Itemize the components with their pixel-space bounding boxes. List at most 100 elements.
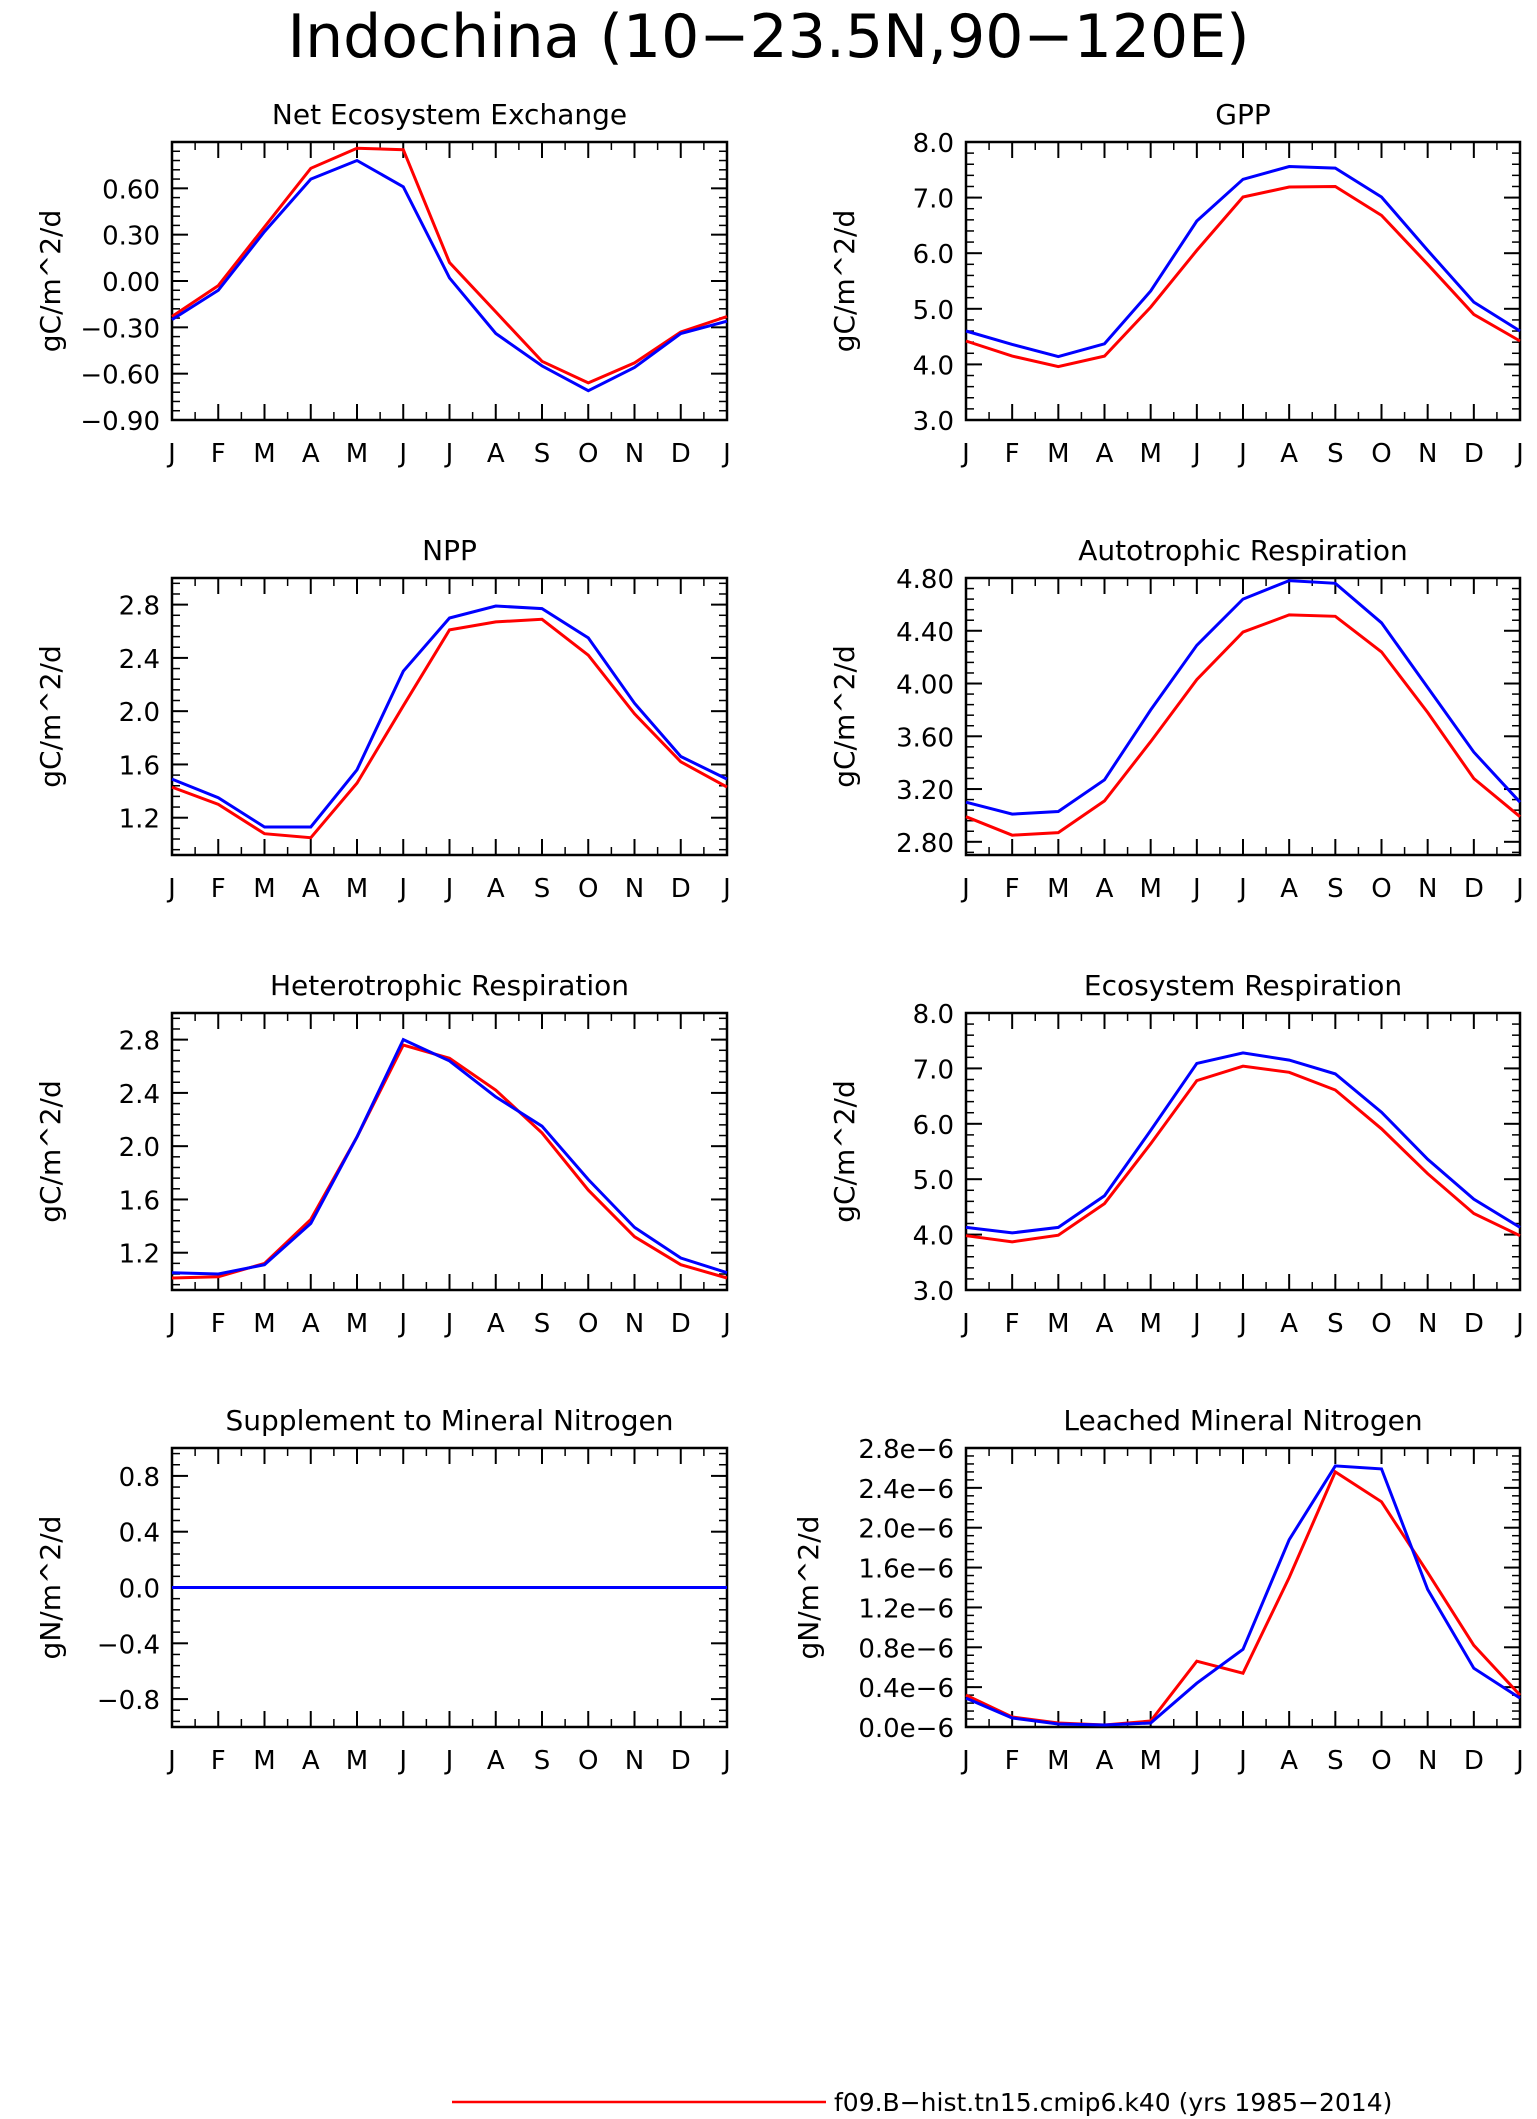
panel-title: Net Ecosystem Exchange (272, 98, 627, 131)
panel-title: Ecosystem Respiration (1084, 969, 1402, 1002)
y-tick-label: 1.2e−6 (858, 1594, 954, 1624)
y-tick-label: 0.00 (102, 268, 160, 298)
x-tick-label: D (1464, 1309, 1484, 1339)
x-tick-label: A (302, 874, 320, 904)
y-tick-label: 5.0 (913, 296, 954, 326)
y-tick-label: 3.60 (896, 723, 954, 753)
panel-title: GPP (1215, 98, 1270, 131)
x-tick-label: S (534, 1746, 551, 1776)
y-tick-label: 0.60 (102, 175, 160, 205)
x-tick-label: J (444, 874, 454, 904)
panel-title: NPP (422, 534, 477, 567)
series-line-blue (965, 579, 1522, 816)
x-tick-label: O (578, 1746, 598, 1776)
chart-panel-6: J F M A M J J A S O N D J−0.8−0.40.00.40.8Supplement… (34, 1404, 731, 1776)
y-tick-label: 7.0 (913, 1055, 954, 1085)
y-tick-label: 8.0 (913, 1000, 954, 1030)
x-tick-label: S (1327, 1309, 1344, 1339)
y-tick-label: 2.4e−6 (858, 1475, 954, 1505)
x-tick-label: A (487, 1309, 505, 1339)
x-tick-label: M (1139, 439, 1161, 469)
x-tick-label: N (1418, 1746, 1437, 1776)
y-tick-label: 2.8 (119, 592, 160, 622)
x-tick-label: M (1047, 1309, 1069, 1339)
x-tick-label: N (1418, 439, 1437, 469)
x-tick-label: J (1237, 439, 1247, 469)
y-axis-label: gC/m^2/d (34, 210, 67, 353)
y-tick-label: 1.2 (119, 805, 160, 835)
y-tick-label: 4.0 (913, 1222, 954, 1252)
y-tick-label: 7.0 (913, 185, 954, 215)
y-axis-label: gN/m^2/d (792, 1516, 825, 1660)
x-tick-label: D (1464, 439, 1484, 469)
x-tick-label: J (1514, 1746, 1524, 1776)
y-tick-label: 0.4e−6 (858, 1674, 954, 1704)
legend-label: f09.B−hist.tn15.cmip6.k40 (yrs 1985−2014… (834, 2088, 1392, 2117)
x-tick-label: M (1139, 1309, 1161, 1339)
y-axis-label: gC/m^2/d (34, 645, 67, 788)
x-tick-label: J (1514, 439, 1524, 469)
y-tick-label: 0.0 (119, 1575, 160, 1605)
y-tick-label: 1.6e−6 (858, 1555, 954, 1585)
x-tick-label: D (671, 1746, 691, 1776)
y-tick-label: 2.0e−6 (858, 1515, 954, 1545)
x-tick-label: A (487, 439, 505, 469)
x-tick-label: A (1096, 1746, 1114, 1776)
y-tick-label: 2.80 (896, 829, 954, 859)
x-tick-label: J (444, 1746, 454, 1776)
y-tick-label: 2.0 (119, 1133, 160, 1163)
x-tick-label: M (346, 874, 368, 904)
x-tick-label: A (302, 439, 320, 469)
x-tick-label: O (578, 1309, 598, 1339)
y-tick-label: 0.30 (102, 222, 160, 252)
x-tick-label: N (625, 1746, 644, 1776)
x-tick-label: J (721, 1309, 731, 1339)
x-tick-label: M (253, 439, 275, 469)
y-tick-label: 1.6 (119, 1186, 160, 1216)
y-tick-label: 2.0 (119, 698, 160, 728)
x-tick-label: N (1418, 874, 1437, 904)
x-tick-label: S (534, 439, 551, 469)
y-tick-label: −0.4 (97, 1630, 160, 1660)
x-tick-label: N (1418, 1309, 1437, 1339)
x-tick-label: A (487, 1746, 505, 1776)
x-tick-label: O (578, 874, 598, 904)
series-line-blue (965, 164, 1521, 359)
x-tick-label: J (960, 874, 970, 904)
y-tick-label: 5.0 (913, 1166, 954, 1196)
x-tick-label: J (397, 874, 407, 904)
chart-panel-4: J F M A M J J A S O N D J1.21.62.02.42.8Heterotrophi… (34, 969, 731, 1339)
y-tick-label: 3.0 (913, 1277, 954, 1307)
y-tick-label: −0.90 (80, 407, 160, 437)
y-tick-label: 6.0 (913, 1111, 954, 1141)
chart-panel-3: J F M A M J J A S O N D J2.803.203.604.004.404.80Aut… (828, 534, 1524, 904)
y-tick-label: 1.6 (119, 751, 160, 781)
x-tick-label: A (1280, 874, 1298, 904)
x-tick-label: A (1280, 1309, 1298, 1339)
x-tick-label: N (625, 1309, 644, 1339)
x-tick-label: A (1096, 439, 1114, 469)
x-tick-label: M (1047, 1746, 1069, 1776)
panel-title: Autotrophic Respiration (1078, 534, 1407, 567)
x-tick-label: S (534, 1309, 551, 1339)
x-tick-label: M (253, 1309, 275, 1339)
x-tick-label: F (1005, 439, 1020, 469)
panel-title: Heterotrophic Respiration (270, 969, 629, 1002)
x-tick-label: D (671, 1309, 691, 1339)
x-tick-label: J (166, 874, 176, 904)
x-tick-label: J (1191, 1746, 1201, 1776)
x-tick-label: N (625, 439, 644, 469)
y-tick-label: 4.80 (896, 565, 954, 595)
x-tick-label: N (625, 874, 644, 904)
x-tick-label: J (960, 1746, 970, 1776)
x-tick-label: M (346, 439, 368, 469)
chart-panel-5: J F M A M J J A S O N D J3.04.05.06.07.08.0Ecosystem… (828, 969, 1524, 1339)
x-tick-label: S (1327, 1746, 1344, 1776)
series-line-blue (171, 604, 728, 829)
y-axis-label: gC/m^2/d (34, 1080, 67, 1223)
x-tick-label: M (253, 874, 275, 904)
series-line-blue (965, 1051, 1521, 1235)
x-tick-label: F (211, 439, 226, 469)
